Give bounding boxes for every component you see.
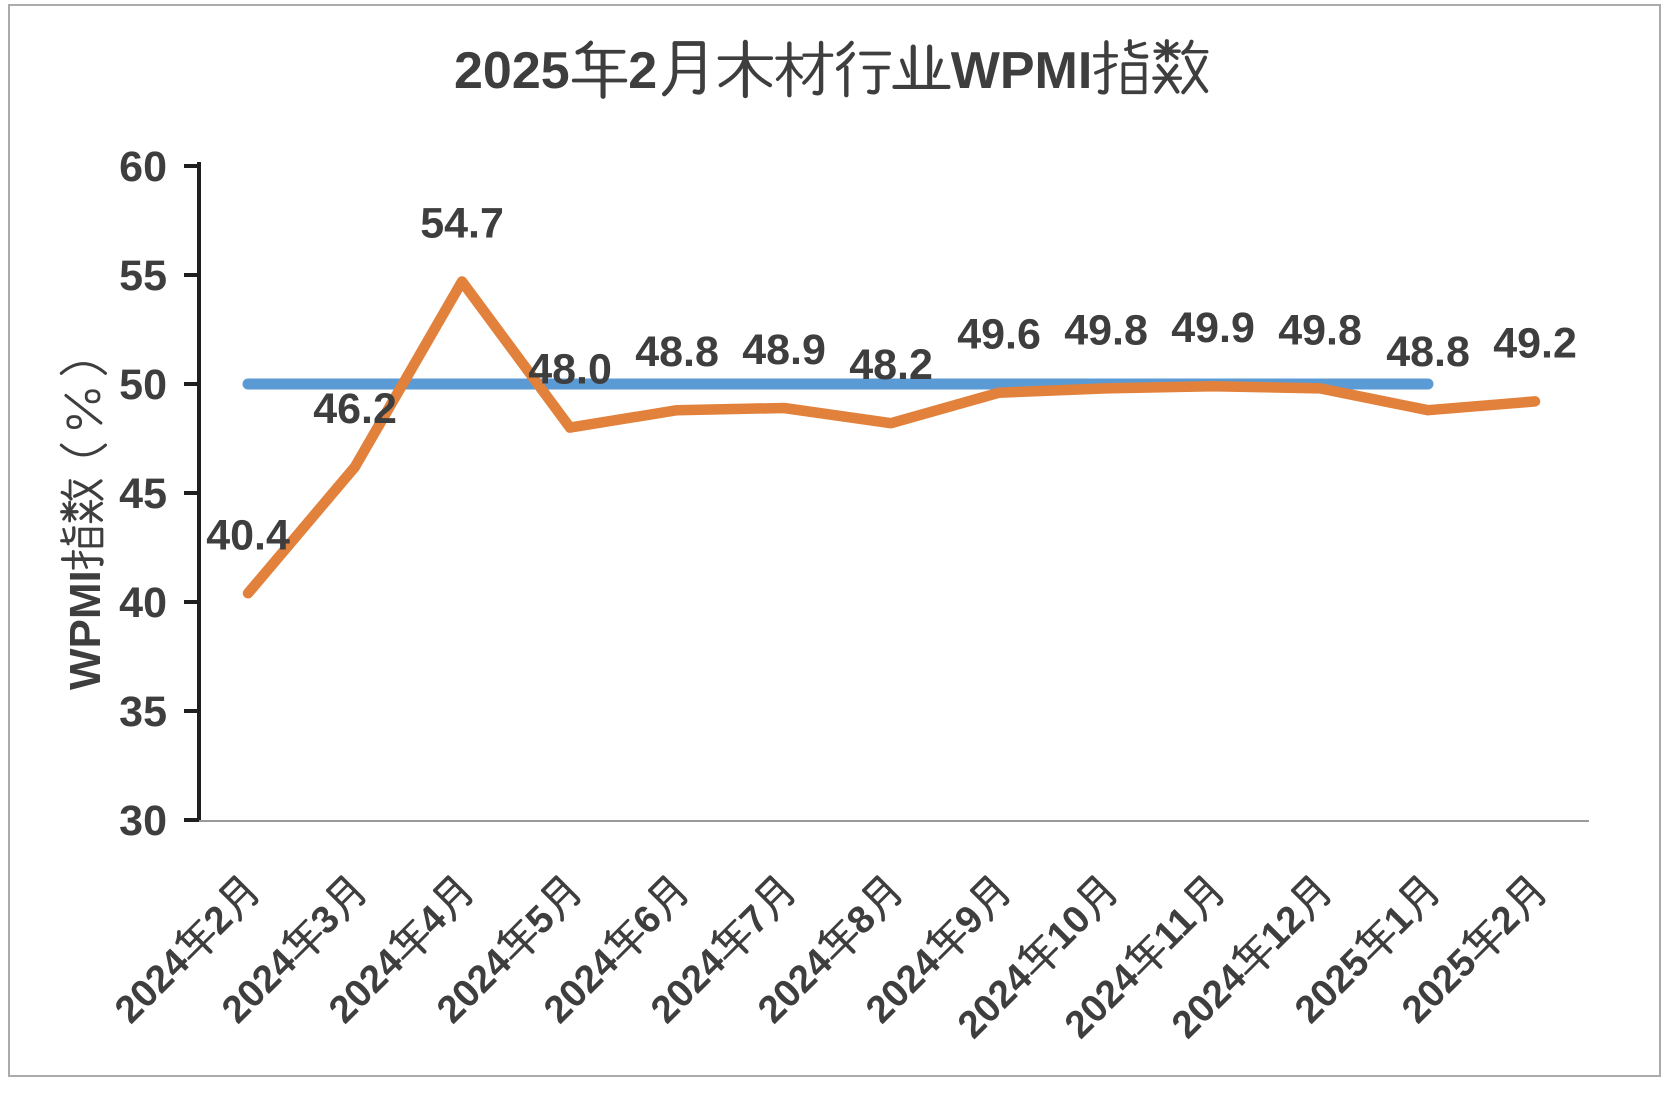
svg-text:48.0: 48.0 [528,346,612,394]
svg-text:40.4: 40.4 [206,511,290,559]
svg-text:49.2: 49.2 [1493,319,1577,367]
svg-text:49.9: 49.9 [1171,304,1255,352]
svg-text:48.8: 48.8 [635,328,719,376]
svg-text:49.8: 49.8 [1064,306,1148,354]
svg-text:46.2: 46.2 [313,385,397,433]
svg-text:40: 40 [119,579,167,627]
svg-text:50: 50 [119,361,167,409]
svg-text:35: 35 [119,688,167,736]
svg-text:60: 60 [119,143,167,191]
svg-text:55: 55 [119,252,167,300]
svg-text:54.7: 54.7 [420,200,504,248]
svg-text:48.9: 48.9 [742,326,826,374]
svg-text:WPMI: WPMI [61,570,110,690]
svg-text:2: 2 [628,42,657,100]
svg-text:48.2: 48.2 [849,341,933,389]
svg-text:45: 45 [119,470,167,518]
svg-text:2025: 2025 [454,42,570,100]
svg-text:WPMI: WPMI [951,42,1093,100]
svg-text:49.8: 49.8 [1278,306,1362,354]
svg-text:30: 30 [119,797,167,845]
svg-text:49.6: 49.6 [957,311,1041,359]
svg-text:48.8: 48.8 [1386,328,1470,376]
